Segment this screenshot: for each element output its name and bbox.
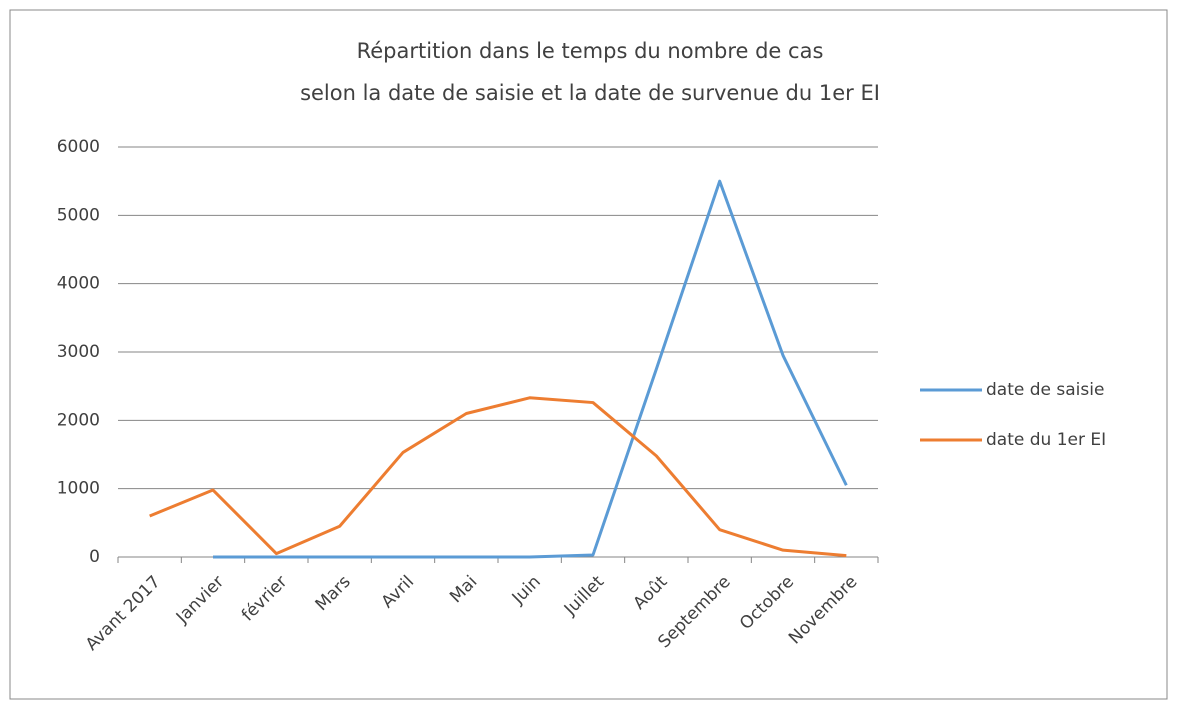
series-line — [149, 396, 847, 558]
y-tick-label: 3000 — [57, 342, 100, 362]
chart-title: Répartition dans le temps du nombre de c… — [357, 39, 824, 63]
series-line — [213, 179, 848, 559]
y-tick-label: 0 — [89, 547, 100, 567]
y-tick-label: 6000 — [57, 137, 100, 157]
y-tick-label: 2000 — [57, 410, 100, 430]
chart-border — [9, 9, 1168, 700]
y-tick-label: 4000 — [57, 274, 100, 294]
legend-label: date du 1er EI — [986, 430, 1106, 450]
chart-title: selon la date de saisie et la date de su… — [300, 81, 880, 105]
legend-label: date de saisie — [986, 380, 1104, 400]
y-tick-label: 5000 — [57, 205, 100, 225]
y-tick-label: 1000 — [57, 479, 100, 499]
